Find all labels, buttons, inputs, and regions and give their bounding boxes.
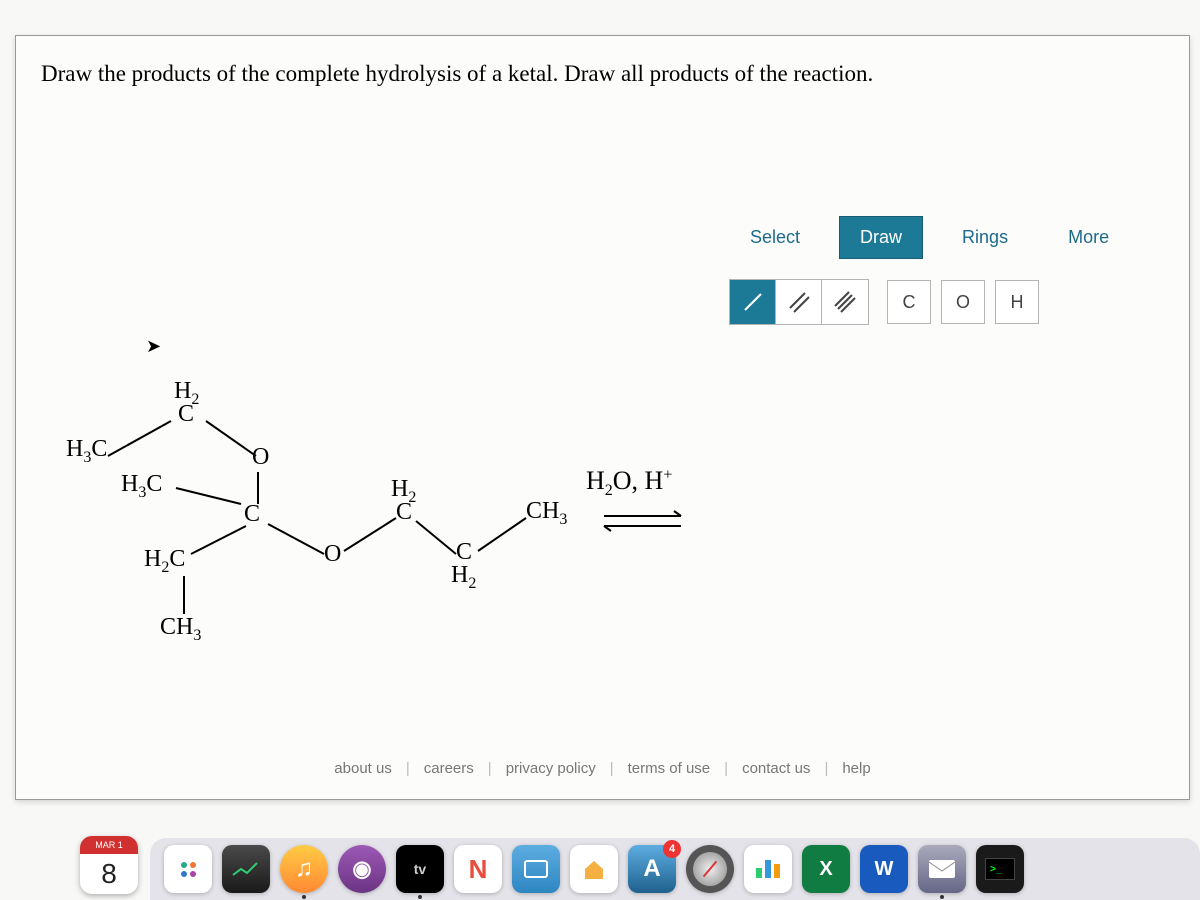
footer-privacy[interactable]: privacy policy bbox=[492, 760, 610, 777]
screenshot-icon[interactable] bbox=[512, 845, 560, 893]
cursor-icon: ➤ bbox=[146, 336, 161, 357]
footer-careers[interactable]: careers bbox=[410, 760, 488, 777]
atom-c-button[interactable]: C bbox=[887, 280, 931, 324]
music-icon[interactable]: ♫ bbox=[280, 845, 328, 893]
drawing-toolbar: Select Draw Rings More bbox=[729, 216, 1104, 325]
numbers-icon[interactable] bbox=[744, 845, 792, 893]
appstore-badge: 4 bbox=[663, 840, 681, 858]
triple-bond-button[interactable] bbox=[822, 280, 868, 324]
mail-icon[interactable] bbox=[918, 845, 966, 893]
single-bond-button[interactable] bbox=[730, 280, 776, 324]
footer-about[interactable]: about us bbox=[320, 760, 406, 777]
double-bond-button[interactable] bbox=[776, 280, 822, 324]
tab-more[interactable]: More bbox=[1047, 216, 1130, 259]
appstore-icon[interactable]: A 4 bbox=[628, 845, 676, 893]
footer-links: about us| careers| privacy policy| terms… bbox=[320, 760, 884, 777]
atom-h-button[interactable]: H bbox=[995, 280, 1039, 324]
safari-icon[interactable] bbox=[686, 845, 734, 893]
excel-icon[interactable]: X bbox=[802, 845, 850, 893]
news-icon[interactable]: N bbox=[454, 845, 502, 893]
terminal-icon[interactable]: >_ bbox=[976, 845, 1024, 893]
tool-tabs: Select Draw Rings More bbox=[729, 216, 1104, 259]
atom-group: C O H bbox=[887, 280, 1039, 324]
calendar-day: 8 bbox=[80, 854, 138, 894]
podcasts-icon[interactable]: ◉ bbox=[338, 845, 386, 893]
atom-o-button[interactable]: O bbox=[941, 280, 985, 324]
footer-help[interactable]: help bbox=[828, 760, 884, 777]
bond-group bbox=[729, 279, 869, 325]
tab-select[interactable]: Select bbox=[729, 216, 821, 259]
reminders-icon[interactable] bbox=[164, 845, 212, 893]
molecule-svg bbox=[56, 376, 696, 666]
question-text: Draw the products of the complete hydrol… bbox=[41, 61, 873, 87]
question-panel: Draw the products of the complete hydrol… bbox=[15, 35, 1190, 800]
calendar-month: MAR 1 bbox=[80, 836, 138, 854]
tab-rings[interactable]: Rings bbox=[941, 216, 1029, 259]
dock: ♫ ◉ tv N A 4 bbox=[150, 838, 1200, 900]
molecule-canvas[interactable]: H3C H2 C O H3C C H2C CH3 O H2 C C H2 CH3… bbox=[56, 376, 696, 666]
dock-area: MAR 1 8 ♫ ◉ tv N bbox=[0, 830, 1200, 900]
appletv-icon[interactable]: tv bbox=[396, 845, 444, 893]
home-icon[interactable] bbox=[570, 845, 618, 893]
word-icon[interactable]: W bbox=[860, 845, 908, 893]
tool-row: C O H bbox=[729, 279, 1104, 325]
calendar-icon[interactable]: MAR 1 8 bbox=[80, 836, 138, 894]
footer-terms[interactable]: terms of use bbox=[614, 760, 725, 777]
tv-label: tv bbox=[414, 861, 426, 877]
stocks-icon[interactable] bbox=[222, 845, 270, 893]
footer-contact[interactable]: contact us bbox=[728, 760, 824, 777]
tab-draw[interactable]: Draw bbox=[839, 216, 923, 259]
